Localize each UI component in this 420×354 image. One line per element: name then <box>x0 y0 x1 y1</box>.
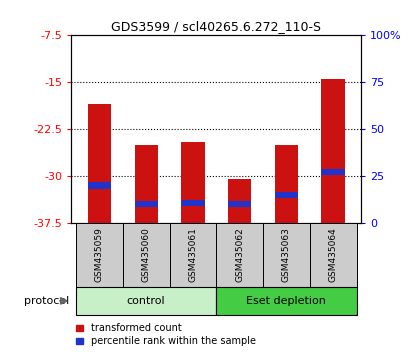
Bar <box>88 182 111 189</box>
Bar <box>228 179 251 223</box>
Text: control: control <box>127 296 165 306</box>
Bar <box>76 287 216 315</box>
Bar <box>228 201 251 207</box>
Bar <box>321 79 345 223</box>
Bar <box>275 192 298 198</box>
Bar <box>321 169 345 175</box>
Text: GSM435062: GSM435062 <box>235 228 244 282</box>
Text: Eset depletion: Eset depletion <box>247 296 326 306</box>
Bar <box>170 223 216 287</box>
Bar <box>134 201 158 207</box>
Bar <box>263 223 310 287</box>
Text: protocol: protocol <box>24 296 69 306</box>
Bar <box>76 223 123 287</box>
Text: GSM435063: GSM435063 <box>282 227 291 282</box>
Bar <box>275 145 298 223</box>
Bar <box>88 104 111 223</box>
Text: GSM435059: GSM435059 <box>95 227 104 282</box>
Bar <box>216 287 357 315</box>
Bar <box>134 145 158 223</box>
Bar <box>310 223 357 287</box>
Bar <box>181 200 205 206</box>
Bar <box>123 223 170 287</box>
Bar <box>216 223 263 287</box>
Text: GSM435064: GSM435064 <box>329 228 338 282</box>
Title: GDS3599 / scl40265.6.272_110-S: GDS3599 / scl40265.6.272_110-S <box>111 20 321 33</box>
Text: GSM435061: GSM435061 <box>189 227 197 282</box>
Legend: transformed count, percentile rank within the sample: transformed count, percentile rank withi… <box>76 324 256 346</box>
Text: GSM435060: GSM435060 <box>142 227 151 282</box>
Bar <box>181 142 205 223</box>
